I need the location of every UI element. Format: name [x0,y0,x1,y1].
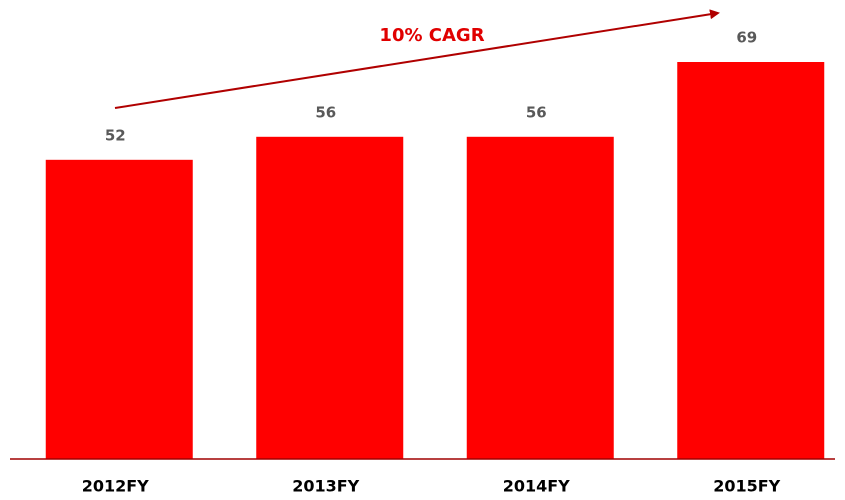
cagr-arrow [114,9,720,109]
bar [45,159,193,460]
value-label: 56 [526,103,547,121]
value-label: 52 [105,126,126,144]
bar [256,136,404,459]
x-tick-label: 2013FY [292,477,359,496]
x-tick-label: 2015FY [713,477,780,496]
x-tick-label: 2014FY [503,477,570,496]
value-label: 56 [315,103,336,121]
x-tick-label: 2012FY [82,477,149,496]
bar [677,62,825,459]
annotation: 10% CAGR [379,25,484,46]
value-label: 69 [736,29,757,47]
bar [466,136,614,459]
